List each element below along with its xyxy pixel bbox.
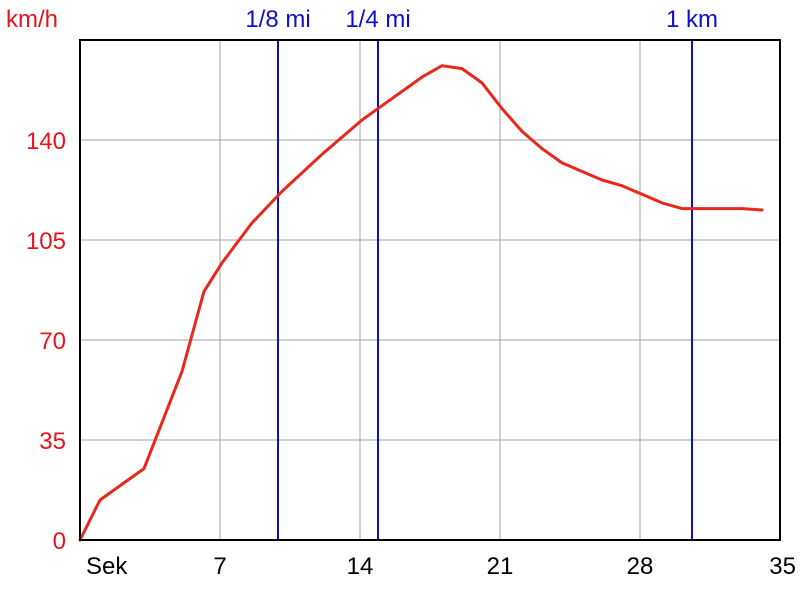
x-tick-label-3: 28 [627,553,654,580]
x-tick-label-0: 7 [213,553,226,580]
x-axis-unit-label: Sek [86,553,128,580]
y-tick-label-2: 70 [39,328,66,355]
x-tick-label-4: 35 [769,553,796,580]
marker-label-0: 1/8 mi [245,6,310,33]
x-tick-label-2: 21 [487,553,514,580]
y-tick-label-4: 140 [26,128,66,155]
y-axis-unit-label: km/h [6,6,58,33]
y-tick-label-0: 0 [53,528,66,555]
series-layer [78,64,764,542]
marker-label-1: 1/4 mi [345,6,410,33]
y-tick-label-3: 105 [26,228,66,255]
plot-frame [79,39,781,541]
x-tick-labels: 7 14 21 28 35 [213,553,796,580]
distance-markers: 1/8 mi 1/4 mi 1 km [245,6,718,540]
marker-label-2: 1 km [666,6,718,33]
x-tick-label-1: 14 [347,553,374,580]
y-tick-labels: 0 35 70 105 140 [26,128,66,555]
y-tick-label-1: 35 [39,428,66,455]
series-line-0 [78,64,764,542]
